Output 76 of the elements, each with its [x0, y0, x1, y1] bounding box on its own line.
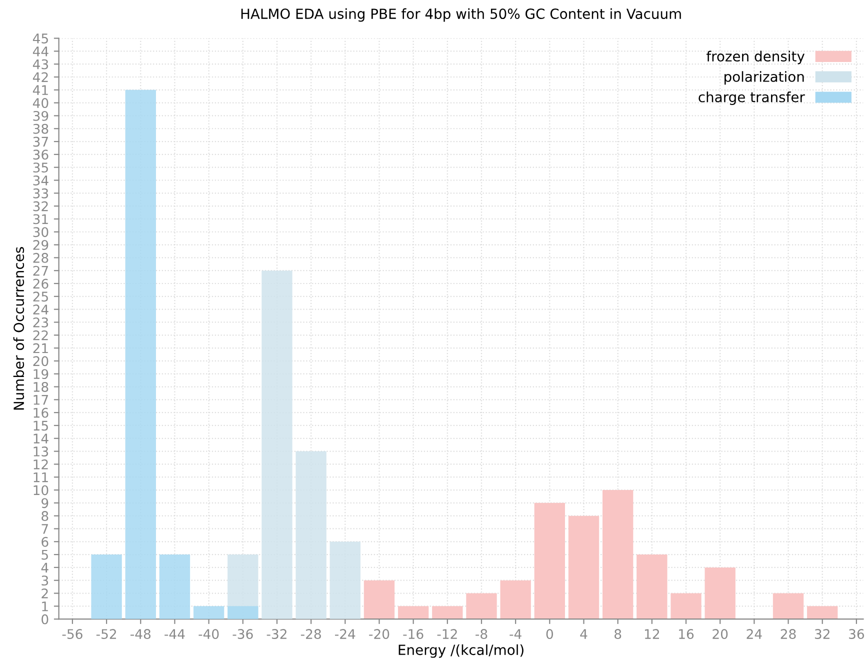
y-tick-label: 28 — [33, 252, 48, 263]
x-tick-label: 0 — [546, 629, 553, 640]
y-tick-label: 14 — [34, 434, 48, 444]
x-tick-label: -44 — [164, 629, 185, 639]
chart-title: HALMO EDA using PBE for 4bp with 50% GC Content in Vacuum — [241, 8, 681, 22]
x-tick-label: -20 — [369, 629, 390, 640]
y-tick-label: 17 — [34, 395, 48, 405]
x-tick-label: -48 — [130, 629, 150, 640]
y-tick-label: 16 — [34, 408, 48, 418]
y-tick-label: 21 — [33, 343, 48, 354]
y-tick-label: 44 — [32, 46, 48, 56]
legend-label: polarization — [724, 71, 804, 85]
x-tick-label: 16 — [679, 629, 694, 640]
x-tick-label: -16 — [403, 629, 424, 640]
y-tick-label: 12 — [34, 459, 48, 470]
y-tick-label: 26 — [33, 278, 48, 289]
y-tick-label: 3 — [42, 576, 48, 586]
y-tick-label: 39 — [33, 110, 48, 121]
y-tick-label: 9 — [42, 498, 48, 508]
y-axis-title: Number of Occurrences — [13, 247, 24, 410]
y-tick-label: 15 — [34, 420, 48, 431]
y-tick-label: 41 — [32, 85, 48, 95]
x-tick-label: -12 — [437, 629, 457, 639]
y-tick-label: 6 — [42, 536, 48, 547]
x-tick-label: 8 — [614, 629, 622, 640]
y-tick-label: 23 — [33, 317, 48, 328]
y-tick-label: 37 — [33, 136, 48, 147]
y-tick-label: 34 — [33, 175, 48, 186]
x-tick-label: 20 — [712, 629, 728, 640]
y-tick-label: 22 — [33, 330, 48, 340]
y-tick-label: 35 — [33, 162, 48, 173]
x-tick-label: -24 — [335, 629, 356, 639]
y-tick-label: 2 — [42, 588, 48, 598]
y-tick-label: 18 — [34, 382, 48, 392]
x-tick-label: 4 — [580, 629, 588, 639]
legend-label: frozen density — [706, 50, 805, 64]
y-tick-label: 5 — [42, 550, 48, 560]
y-tick-label: 38 — [33, 124, 48, 134]
y-tick-label: 27 — [33, 266, 48, 276]
y-tick-label: 25 — [33, 292, 48, 302]
y-tick-label: 4 — [41, 562, 48, 572]
x-tick-label: -4 — [510, 629, 522, 639]
x-tick-label: 36 — [849, 629, 864, 640]
x-tick-label: -32 — [266, 629, 286, 640]
y-tick-label: 29 — [33, 240, 48, 250]
y-tick-label: 10 — [34, 485, 48, 496]
y-tick-label: 11 — [34, 472, 48, 482]
x-tick-label: -56 — [62, 629, 82, 640]
x-tick-label: -28 — [300, 629, 321, 640]
y-tick-label: 42 — [32, 72, 48, 82]
y-tick-label: 45 — [32, 34, 48, 44]
x-tick-label: -52 — [96, 629, 116, 640]
x-tick-label: -40 — [198, 629, 219, 640]
y-tick-label: 20 — [33, 356, 48, 366]
x-tick-label: 32 — [814, 629, 830, 640]
x-tick-label: -36 — [232, 629, 253, 640]
y-tick-label: 33 — [33, 188, 48, 198]
y-tick-label: 13 — [34, 446, 48, 456]
y-tick-label: 24 — [33, 304, 48, 314]
y-tick-label: 31 — [33, 214, 48, 224]
x-axis-title: Energy /(kcal/mol) — [398, 644, 524, 658]
x-tick-label: 28 — [780, 629, 796, 640]
y-tick-label: 1 — [42, 602, 48, 612]
y-tick-label: 30 — [33, 227, 48, 238]
legend-label: charge transfer — [698, 92, 805, 105]
x-tick-label: 12 — [644, 629, 660, 639]
y-tick-label: 7 — [42, 524, 48, 534]
y-tick-label: 40 — [32, 98, 48, 108]
y-tick-label: 43 — [32, 59, 48, 70]
y-tick-label: 32 — [33, 201, 48, 212]
x-tick-label: 24 — [746, 629, 762, 639]
y-tick-label: 36 — [33, 150, 48, 160]
x-tick-label: -8 — [476, 629, 488, 640]
y-tick-label: 0 — [42, 614, 48, 624]
y-tick-label: 19 — [34, 369, 48, 380]
y-tick-label: 8 — [42, 511, 48, 522]
